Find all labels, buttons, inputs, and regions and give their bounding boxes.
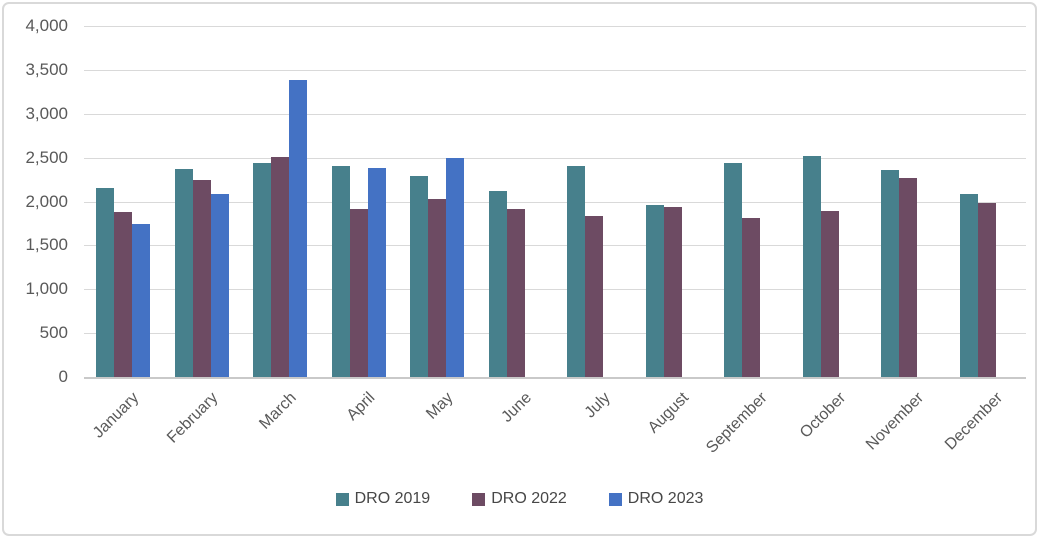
bar-march-dro-2019 <box>253 162 272 377</box>
x-axis-label: November <box>863 389 928 454</box>
legend: DRO 2019 DRO 2022 DRO 2023 <box>4 491 1035 507</box>
bar-january-dro-2019 <box>96 188 115 377</box>
bar-april-dro-2019 <box>331 166 350 377</box>
gridline <box>84 69 1026 71</box>
legend-swatch-dro-2019 <box>335 492 349 506</box>
bar-june-dro-2022 <box>506 209 525 377</box>
bar-september-dro-2019 <box>724 162 743 377</box>
bar-february-dro-2019 <box>174 169 193 377</box>
x-axis-label: December <box>941 389 1007 454</box>
x-axis-label: October <box>796 389 850 442</box>
x-axis-label: February <box>163 389 222 447</box>
y-axis-tick-label: 3,500 <box>25 59 68 79</box>
gridline <box>84 333 1026 335</box>
y-axis-tick-label: 0 <box>58 367 68 386</box>
legend-swatch-dro-2023 <box>608 492 622 506</box>
bar-december-dro-2019 <box>959 194 978 377</box>
legend-label: DRO 2023 <box>627 490 704 507</box>
bar-may-dro-2019 <box>410 176 429 377</box>
y-axis-tick-label: 500 <box>39 323 68 343</box>
x-axis-label: August <box>644 389 693 437</box>
bar-february-dro-2023 <box>210 194 229 377</box>
gridline <box>84 245 1026 247</box>
gridline <box>84 157 1026 159</box>
y-axis-tick-label: 3,000 <box>25 103 68 123</box>
bar-december-dro-2022 <box>977 203 996 377</box>
legend-item-dro-2022: DRO 2022 <box>472 491 567 507</box>
legend-item-dro-2019: DRO 2019 <box>335 490 431 507</box>
legend-label: DRO 2019 <box>354 490 431 507</box>
x-axis-label: September <box>703 389 771 457</box>
bar-july-dro-2022 <box>585 216 604 377</box>
bar-may-dro-2022 <box>428 198 447 377</box>
bar-january-dro-2023 <box>132 224 151 377</box>
bar-april-dro-2023 <box>367 168 386 377</box>
bar-may-dro-2023 <box>446 157 465 377</box>
x-axis-label: January <box>90 389 143 442</box>
gridline <box>84 113 1026 115</box>
gridline <box>84 26 1026 27</box>
x-axis-line <box>84 377 1026 379</box>
x-axis-label: April <box>343 389 379 424</box>
y-axis-tick-label: 1,000 <box>25 279 68 299</box>
x-axis-label: July <box>581 389 614 422</box>
gridline <box>84 201 1026 203</box>
y-axis-tick-label: 4,000 <box>25 16 68 35</box>
bar-september-dro-2022 <box>742 218 761 377</box>
x-axis-label: March <box>256 389 300 433</box>
bar-march-dro-2023 <box>289 80 308 377</box>
bar-march-dro-2022 <box>271 156 290 377</box>
bar-february-dro-2022 <box>192 180 211 377</box>
bar-november-dro-2019 <box>881 169 900 377</box>
bar-january-dro-2022 <box>114 212 133 377</box>
legend-label: DRO 2022 <box>491 490 567 507</box>
bar-june-dro-2019 <box>488 190 507 377</box>
bar-july-dro-2019 <box>567 166 586 377</box>
y-axis-tick-label: 2,500 <box>25 147 68 167</box>
bar-august-dro-2019 <box>645 205 664 377</box>
bar-august-dro-2022 <box>663 206 682 377</box>
gridline <box>84 289 1026 291</box>
bar-october-dro-2019 <box>802 155 821 377</box>
bar-november-dro-2022 <box>899 177 918 377</box>
y-axis-tick-label: 1,500 <box>25 235 68 255</box>
legend-item-dro-2023: DRO 2023 <box>608 490 704 507</box>
bar-april-dro-2022 <box>349 208 368 377</box>
legend-swatch-dro-2022 <box>472 492 486 506</box>
y-axis-tick-label: 2,000 <box>25 191 68 211</box>
x-axis-label: June <box>498 389 536 426</box>
bar-october-dro-2022 <box>820 211 839 377</box>
x-axis-label: May <box>423 389 457 423</box>
